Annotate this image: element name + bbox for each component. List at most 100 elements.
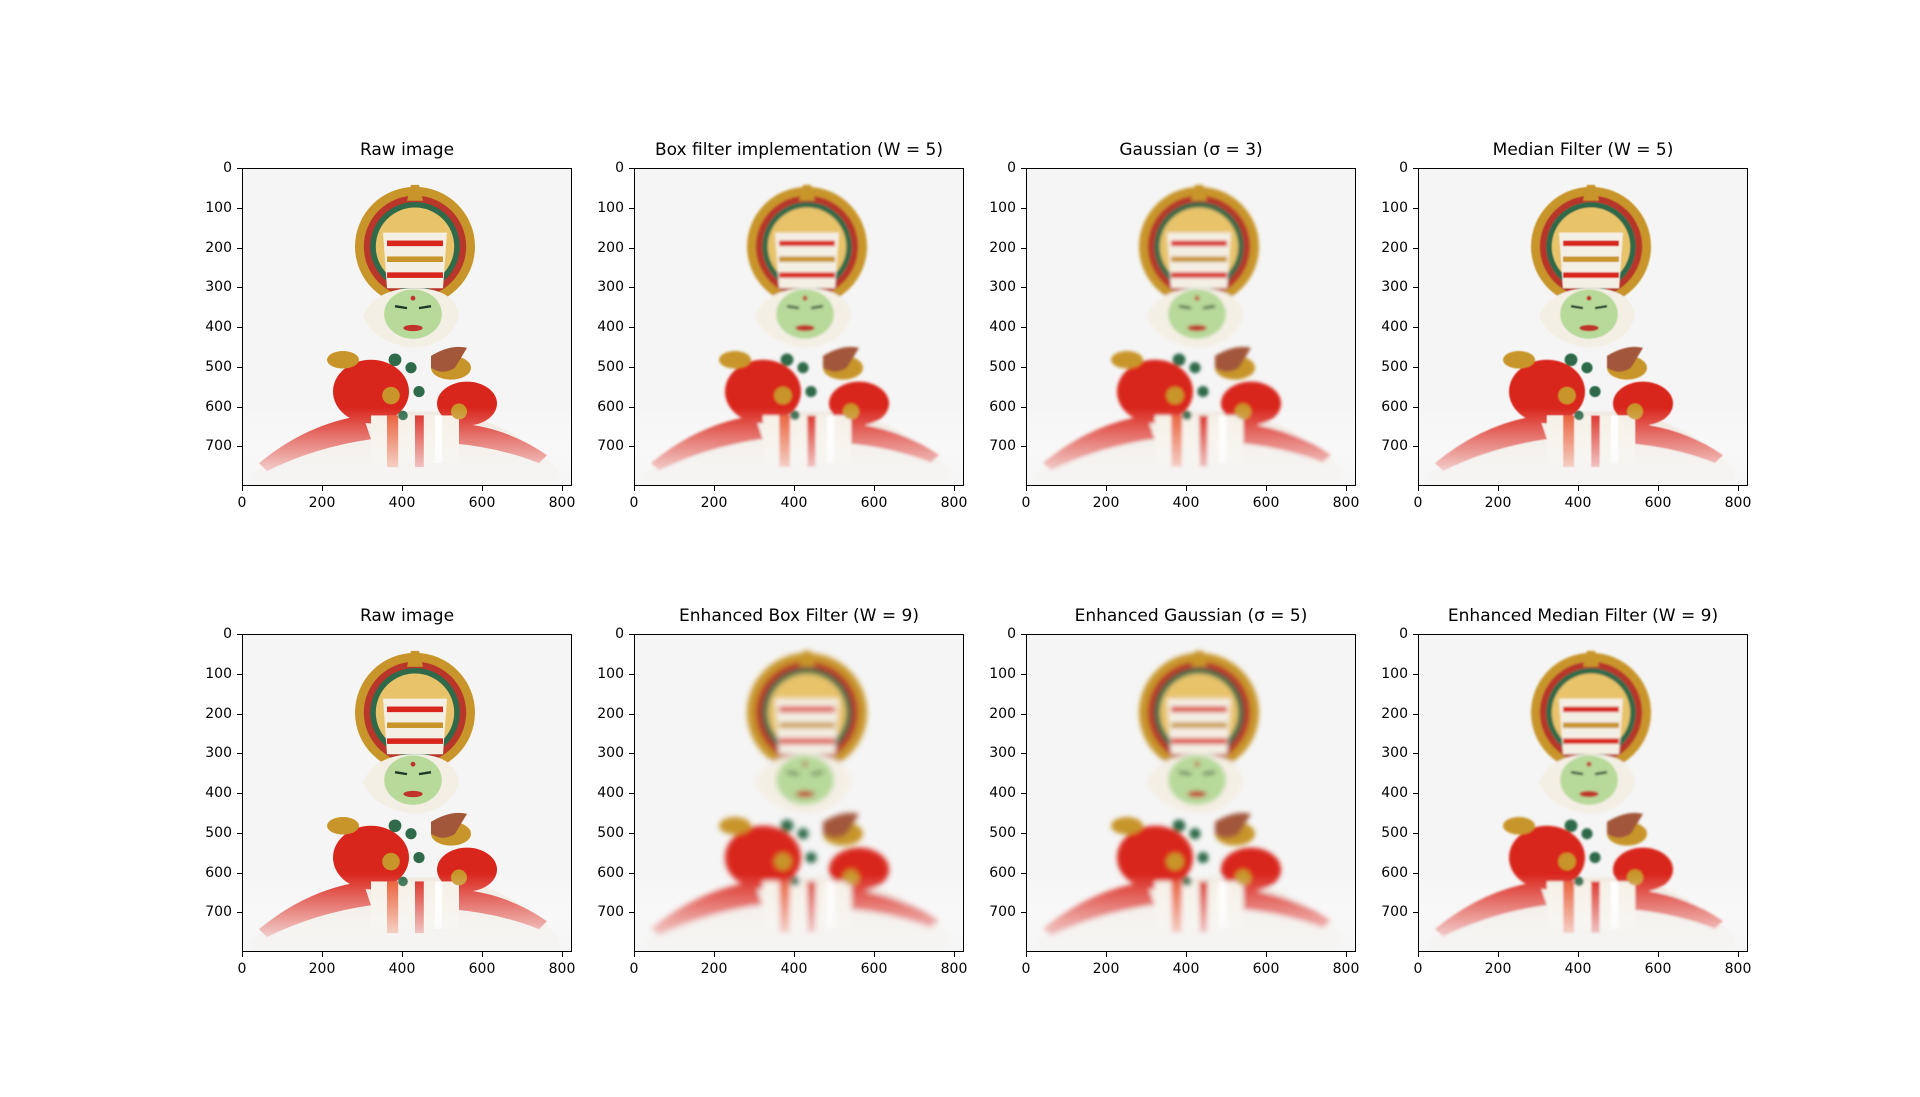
y-tick-label: 300 [205,279,232,296]
x-tick-mark [1578,486,1579,491]
y-tick-label: 600 [205,398,232,415]
x-tick-label: 800 [1332,495,1360,511]
image-panel: Box filter implementation (W = 5) [597,140,967,510]
y-tick-label: 400 [205,785,232,801]
y-tick-label: 500 [1381,824,1408,841]
x-tick-mark [634,952,635,957]
x-tick-label: 800 [1332,961,1360,977]
y-tick-label: 400 [989,319,1016,335]
y-tick-mark [1413,673,1418,675]
y-tick-mark [237,287,242,289]
y-tick-mark [629,713,634,715]
image-axes [1026,168,1356,486]
y-tick-mark [1413,793,1418,794]
dancer-image [635,635,963,951]
x-tick-label: 800 [1724,961,1752,977]
panel-title: Median Filter (W = 5) [1492,140,1674,160]
y-tick-label: 200 [205,705,232,722]
y-tick-label: 700 [989,438,1016,455]
y-tick-label: 700 [597,438,624,455]
y-tick-mark [1021,753,1026,755]
y-tick-label: 600 [989,864,1016,881]
y-tick-mark [1413,753,1418,755]
x-tick-mark [954,486,955,491]
x-tick-label: 600 [1644,961,1672,977]
y-tick-label: 600 [205,864,232,881]
y-tick-label: 600 [1381,398,1408,415]
y-tick-mark [1413,168,1418,169]
y-tick-label: 500 [597,358,624,375]
y-tick-label: 100 [205,665,232,682]
image-panel: Raw image [205,606,575,976]
x-tick-mark [1266,952,1267,957]
x-tick-mark [322,952,323,957]
image-axes [634,634,964,952]
y-tick-mark [1021,832,1026,834]
y-tick-mark [237,912,242,914]
y-tick-label: 500 [1381,358,1408,375]
y-tick-label: 0 [1399,626,1408,642]
y-tick-label: 600 [989,398,1016,415]
x-tick-label: 600 [468,961,496,977]
x-tick-label: 800 [548,495,576,511]
y-tick-label: 400 [989,785,1016,801]
image-panel: Enhanced Gaussian (σ = 5) [989,606,1359,976]
y-tick-label: 700 [205,438,232,455]
x-tick-label: 400 [1564,961,1592,977]
y-tick-mark [629,446,634,448]
y-tick-mark [1021,207,1026,209]
panel-title: Gaussian (σ = 3) [1119,140,1263,160]
y-tick-mark [237,793,242,794]
x-tick-mark [1658,486,1659,491]
x-tick-label: 0 [629,495,639,511]
image-panel: Median Filter (W = 5) [1381,140,1751,510]
dancer-image [1027,635,1355,951]
y-tick-mark [1021,406,1026,408]
x-tick-mark [1738,486,1739,491]
y-tick-label: 500 [205,824,232,841]
x-tick-mark [714,486,715,491]
y-tick-mark [629,327,634,328]
x-tick-label: 400 [1564,495,1592,511]
y-tick-label: 200 [1381,705,1408,722]
y-tick-mark [1413,872,1418,874]
x-tick-mark [1498,952,1499,957]
y-tick-mark [237,366,242,368]
y-tick-label: 300 [989,279,1016,296]
image-axes [1026,634,1356,952]
y-tick-mark [629,872,634,874]
y-tick-label: 0 [615,160,624,176]
x-tick-label: 600 [1252,961,1280,977]
y-tick-mark [237,406,242,408]
y-tick-mark [1021,446,1026,448]
y-tick-label: 300 [989,745,1016,762]
y-tick-label: 0 [223,160,232,176]
y-tick-mark [629,168,634,169]
y-tick-label: 200 [989,239,1016,256]
image-axes [1418,634,1748,952]
x-tick-mark [634,486,635,491]
y-tick-label: 700 [1381,438,1408,455]
x-tick-label: 200 [1484,495,1512,511]
y-tick-label: 400 [597,319,624,335]
y-tick-label: 400 [597,785,624,801]
x-tick-label: 600 [860,495,888,511]
x-tick-mark [1418,486,1419,491]
y-tick-mark [1021,713,1026,715]
y-tick-label: 100 [1381,665,1408,682]
x-tick-mark [1186,486,1187,491]
y-tick-mark [629,832,634,834]
x-tick-mark [1266,486,1267,491]
panel-title: Enhanced Gaussian (σ = 5) [1074,606,1308,626]
x-tick-mark [482,952,483,957]
y-tick-mark [1021,872,1026,874]
y-tick-mark [1413,366,1418,368]
panel-title: Raw image [359,140,455,160]
dancer-image [1027,169,1355,485]
y-tick-label: 700 [989,904,1016,921]
x-tick-mark [1346,952,1347,957]
y-tick-label: 300 [1381,279,1408,296]
y-tick-mark [1021,673,1026,675]
y-tick-mark [1021,247,1026,249]
x-tick-mark [1346,486,1347,491]
